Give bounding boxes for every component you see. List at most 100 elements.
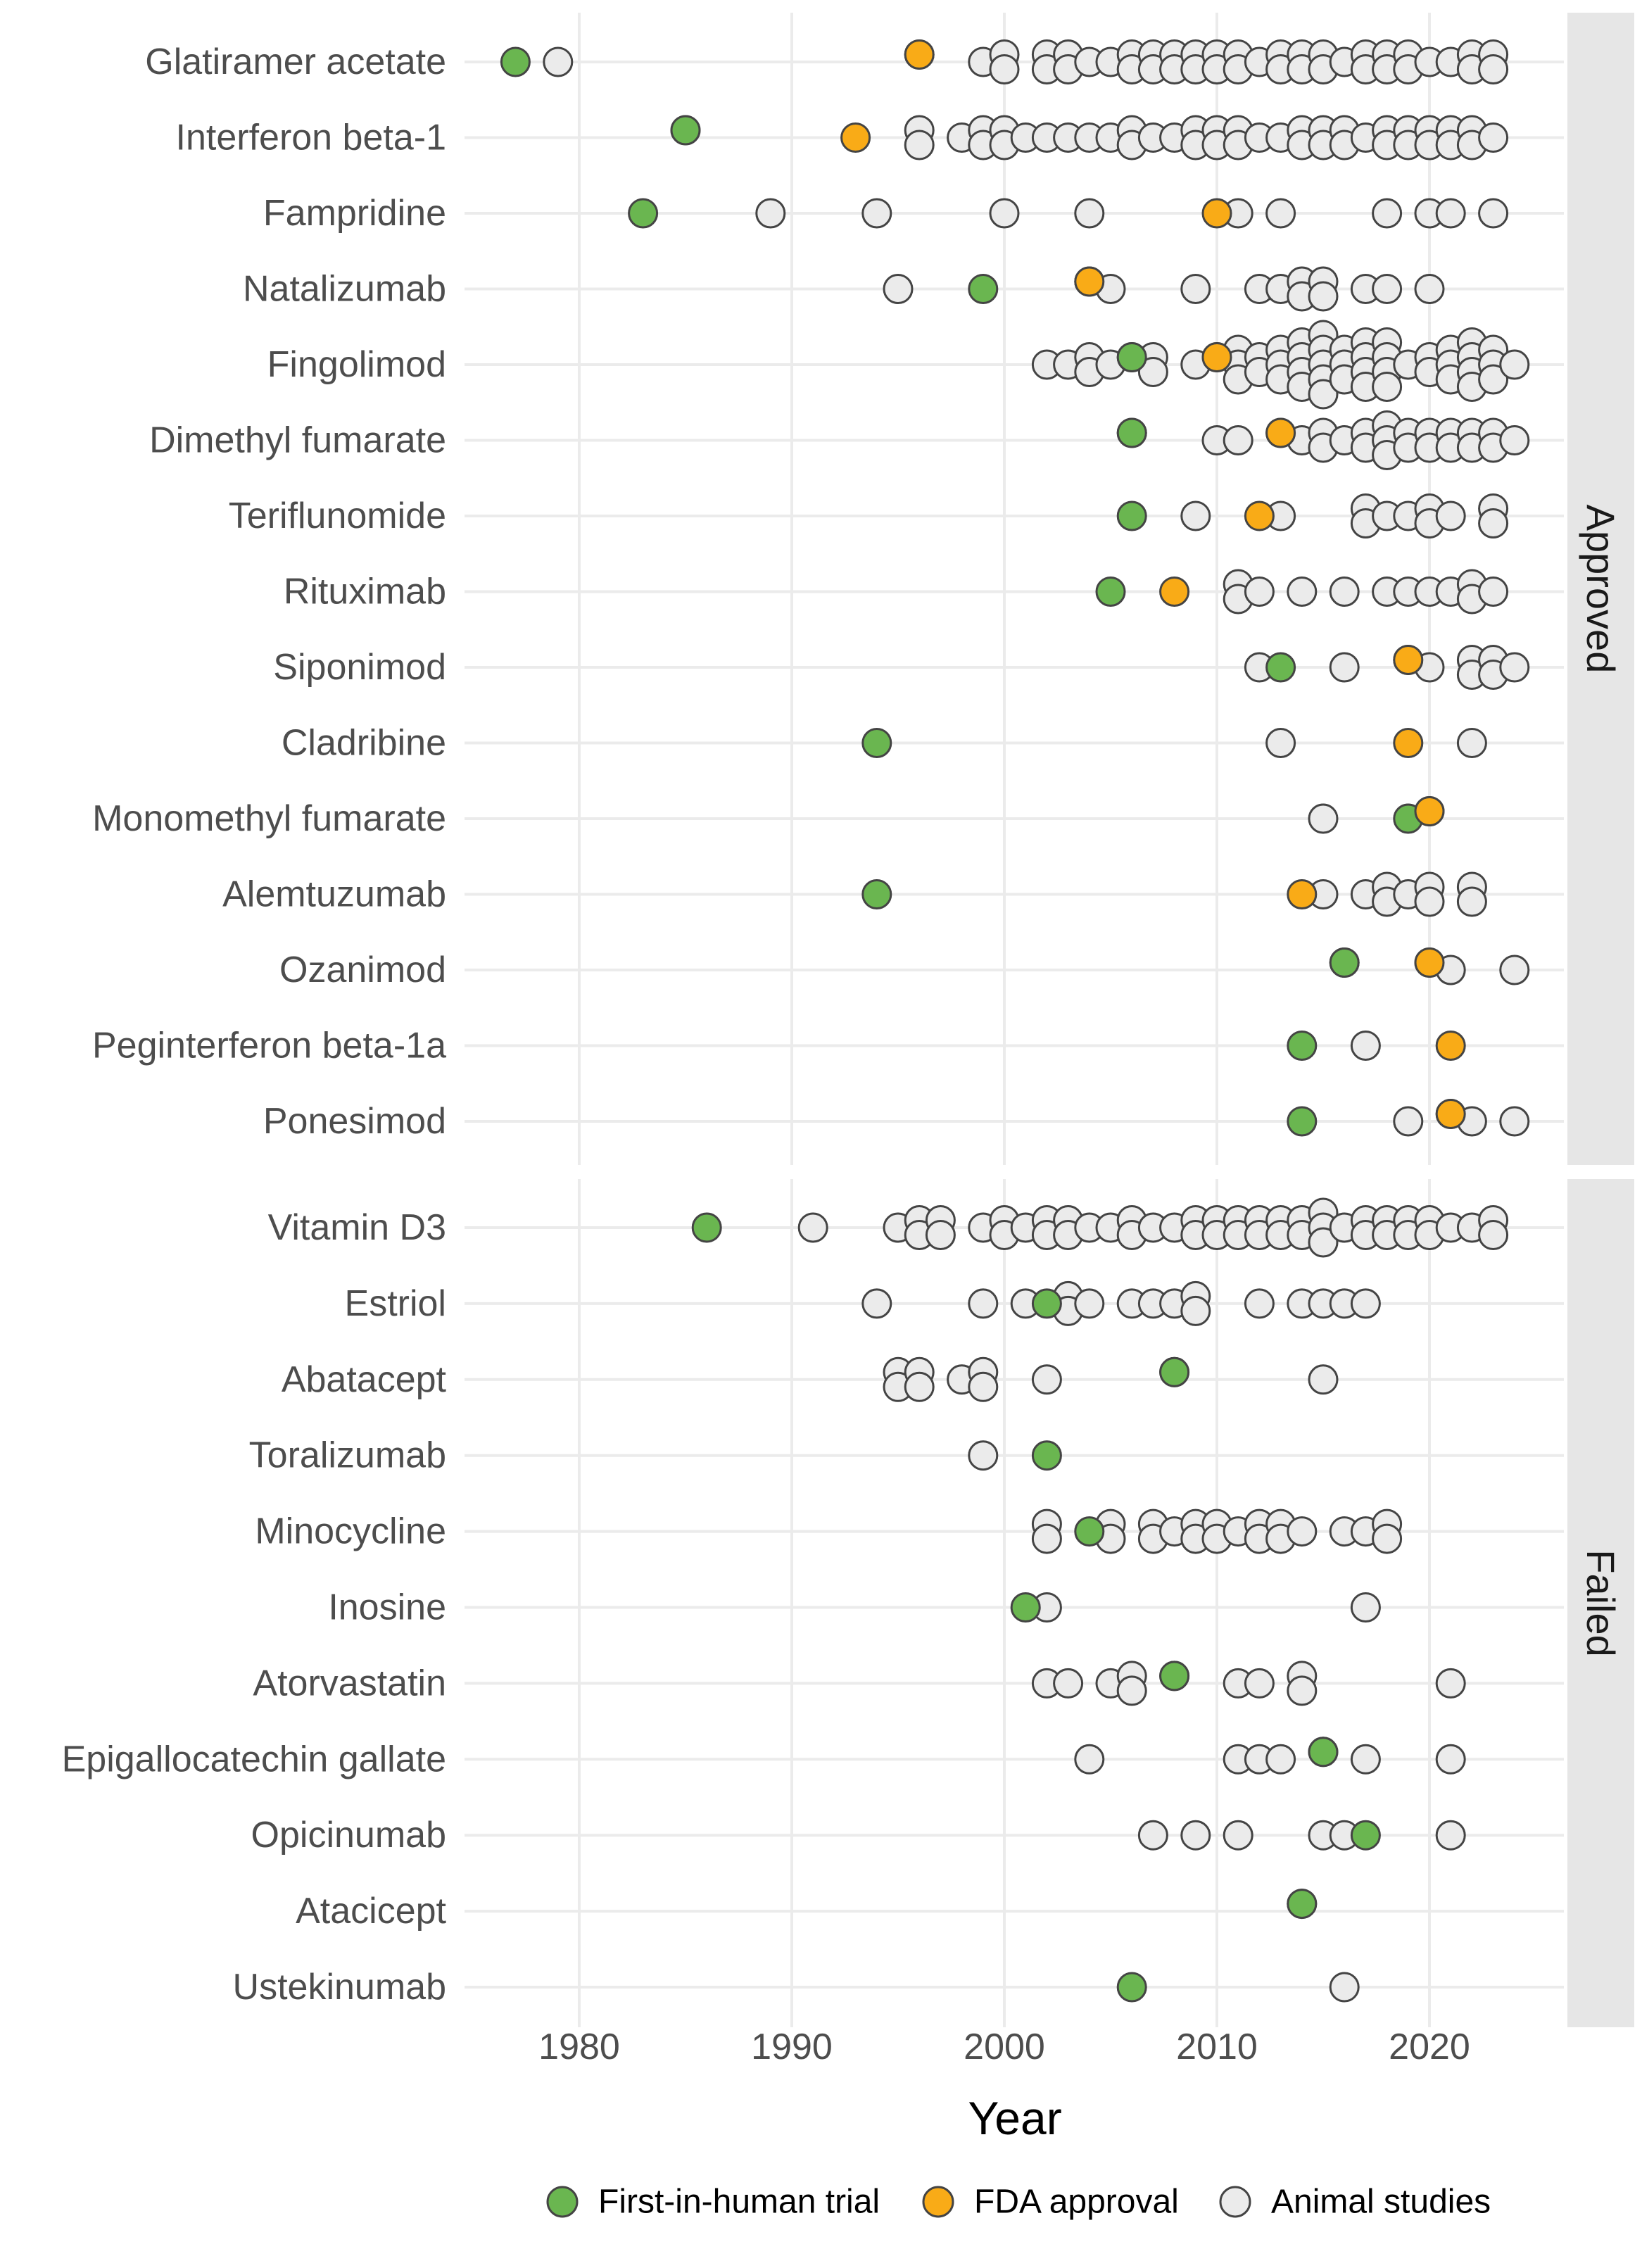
animal-study-point (861, 198, 892, 229)
fda-approval-point (1414, 947, 1445, 978)
fda-approval-point (1265, 417, 1296, 448)
animal-study-point (1435, 198, 1466, 229)
animal-study-point (1031, 1364, 1062, 1395)
animal-study-point (1435, 1820, 1466, 1851)
first-in-human-point (1116, 1972, 1147, 2003)
first-in-human-point (1308, 1737, 1339, 1768)
first-in-human-point (861, 879, 892, 909)
x-axis-title: Year (968, 2092, 1061, 2144)
animal-study-point (1350, 1592, 1381, 1623)
animal-study-point (1350, 1744, 1381, 1775)
first-in-human-point (691, 1212, 722, 1243)
animal-study-point (1499, 1106, 1530, 1137)
fda-approval-point (1201, 342, 1232, 372)
animal-study-point (1031, 1523, 1062, 1554)
animal-study-point (1329, 577, 1360, 607)
animal-study-point (797, 1212, 828, 1243)
panel-approved: Approved Glatiramer acetate Interferon bet… (92, 13, 1634, 1165)
first-in-human-point (1031, 1288, 1062, 1319)
animal-study-point (989, 54, 1020, 84)
facet-strip (1567, 1179, 1634, 2027)
animal-study-point (1372, 372, 1403, 402)
animal-study-point (1137, 1820, 1168, 1851)
legend-swatch-animal (1219, 2186, 1251, 2218)
drug-label: Vitamin D3 (268, 1207, 446, 1248)
animal-study-point (1478, 198, 1509, 229)
animal-study-point (1499, 652, 1530, 683)
first-in-human-point (500, 46, 531, 77)
facet-label: Failed (1579, 1549, 1623, 1657)
drug-label: Rituximab (284, 572, 446, 612)
first-in-human-point (1287, 1031, 1318, 1061)
drug-label: Atorvastatin (253, 1663, 446, 1703)
animal-study-point (1137, 357, 1168, 387)
first-in-human-point (1116, 342, 1147, 372)
first-in-human-point (861, 728, 892, 758)
animal-study-point (904, 130, 935, 160)
fda-approval-point (1435, 1031, 1466, 1061)
animal-study-point (1244, 1288, 1275, 1319)
animal-study-point (1223, 425, 1253, 455)
animal-study-point (1223, 1820, 1253, 1851)
animal-study-point (968, 1371, 999, 1402)
drug-label: Alemtuzumab (222, 874, 446, 915)
fda-approval-point (904, 39, 935, 70)
first-in-human-point (1010, 1592, 1041, 1623)
animal-study-point (1372, 274, 1403, 304)
fda-approval-point (840, 122, 871, 153)
legend: First-in-human trial FDA approval Animal s… (546, 2184, 1491, 2221)
legend-label: FDA approval (974, 2184, 1179, 2221)
animal-study-point (755, 198, 786, 229)
animal-study-point (1393, 1106, 1424, 1137)
animal-study-point (1287, 1675, 1318, 1706)
first-in-human-point (1265, 652, 1296, 683)
drug-label: Siponimod (273, 647, 446, 688)
legend-label: First-in-human trial (598, 2184, 880, 2221)
animal-study-point (1053, 1668, 1084, 1699)
fda-approval-point (1159, 577, 1190, 607)
animal-study-point (1180, 1295, 1211, 1326)
drug-label: Minocycline (255, 1511, 446, 1552)
first-in-human-point (1074, 1516, 1105, 1547)
drug-label: Atacicept (296, 1891, 446, 1932)
animal-study-point (1308, 1227, 1339, 1258)
panels: Approved Glatiramer acetate Interferon bet… (62, 13, 1634, 2027)
first-in-human-point (1095, 577, 1126, 607)
drug-label: Ozanimod (279, 950, 446, 990)
first-in-human-point (628, 198, 659, 229)
animal-study-point (1372, 198, 1403, 229)
drug-label: Glatiramer acetate (145, 42, 446, 82)
first-in-human-point (1287, 1889, 1318, 1920)
first-in-human-point (1159, 1661, 1190, 1691)
facet-label: Approved (1579, 505, 1623, 674)
drug-label: Toralizumab (249, 1435, 446, 1476)
x-tick-label: 2000 (964, 2027, 1045, 2067)
first-in-human-point (1287, 1106, 1318, 1137)
fda-approval-point (1435, 1099, 1466, 1129)
animal-study-point (968, 1440, 999, 1471)
animal-study-point (1435, 1668, 1466, 1699)
drug-label: Abatacept (282, 1359, 447, 1400)
drug-label: Monomethyl fumarate (92, 798, 446, 839)
x-tick-label: 1980 (538, 2027, 620, 2067)
drug-label: Fingolimod (267, 344, 446, 385)
fda-approval-point (1201, 198, 1232, 229)
drug-label: Ustekinumab (233, 1967, 446, 2008)
first-in-human-point (670, 115, 701, 146)
animal-study-point (904, 1371, 935, 1402)
legend-swatch-fda (922, 2186, 954, 2218)
animal-study-point (1265, 198, 1296, 229)
animal-study-point (1180, 1820, 1211, 1851)
animal-study-point (1308, 379, 1339, 410)
animal-study-point (1435, 500, 1466, 531)
drug-label: Dimethyl fumarate (149, 420, 446, 461)
animal-study-point (1074, 1744, 1105, 1775)
first-in-human-point (1350, 1820, 1381, 1851)
x-tick-label: 2020 (1389, 2027, 1470, 2067)
fda-approval-point (1074, 266, 1105, 297)
animal-study-point (1074, 198, 1105, 229)
animal-study-point (1456, 886, 1487, 917)
animal-study-point (1414, 886, 1445, 917)
facet-strip (1567, 13, 1634, 1165)
animal-study-point (1414, 274, 1445, 304)
